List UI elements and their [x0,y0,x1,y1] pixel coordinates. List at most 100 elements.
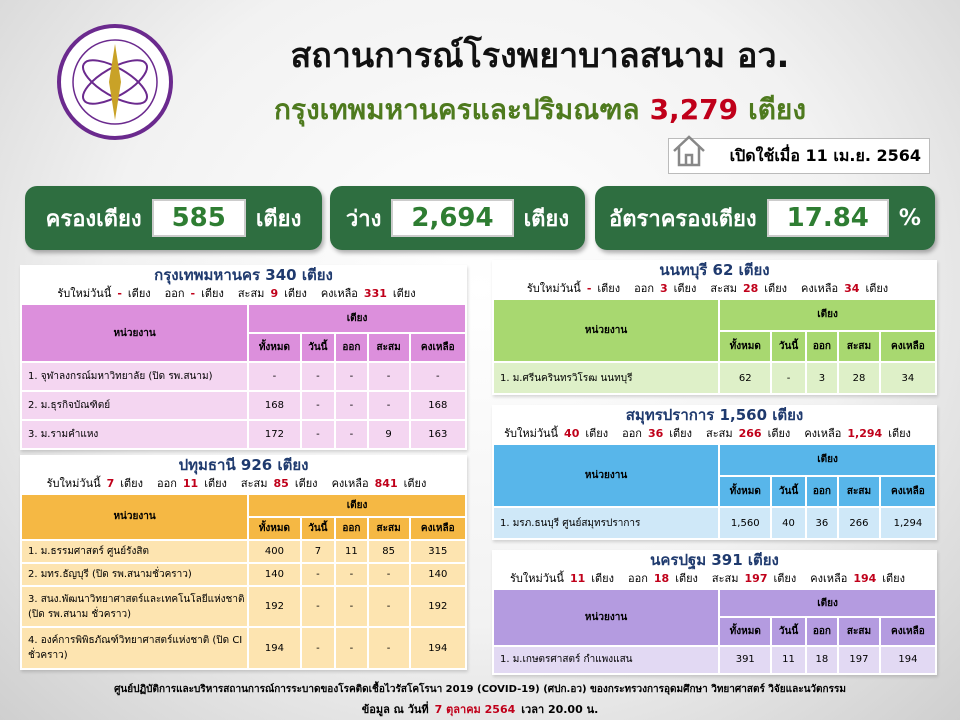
table-cell: 1. มรภ.ธนบุรี ศูนย์สมุทรปราการ [494,508,719,538]
stat-label: อัตราครองเตียง [609,206,757,232]
province-summary: รับใหม่วันนี้ 7 เตียง ออก 11 เตียง สะสม 85 เตียง… [20,475,467,493]
stat-value: 585 [151,199,246,237]
total-beds: 3,279 [649,93,739,126]
header-cell: ออก [806,618,838,645]
header-cell: สะสม [839,618,879,645]
data-row: 1. มรภ.ธนบุรี ศูนย์สมุทรปราการ 1,560 40 36 2… [494,508,935,538]
summary-unit: เตียง [591,572,614,585]
table-cell: 3. สนง.พัฒนาวิทยาศาสตร์และเทคโนโลยีแห่งช… [22,586,248,627]
table-cell: 391 [720,646,771,673]
summary-label: รับใหม่วันนี้ [57,287,112,300]
province-summary: รับใหม่วันนี้ 40 เตียง ออก 36 เตียง สะสม 266 เตี… [492,425,937,443]
header-cell: หน่วยงาน [494,445,719,507]
summary-unit: เตียง [127,287,151,300]
summary-label: ออก [164,287,185,300]
stat-box: ว่าง 2,694 เตียง [330,186,585,250]
header-cell: วันนี้ [772,331,805,362]
summary-value: - [586,282,592,295]
table-cell: 163 [410,421,465,448]
header-row: หน่วยงาน เตียง [494,445,935,507]
table-cell: 11 [336,540,367,562]
table-cell: - [368,363,409,390]
header-cell: ออก [806,476,838,507]
header-cell: วันนี้ [301,334,335,361]
table-cell: - [336,421,367,448]
table-cell: 85 [368,540,409,562]
table-cell: 1,294 [880,508,935,538]
summary-value: - [117,287,122,300]
header-cell: คงเหลือ [410,517,465,539]
summary-unit: เตียง [767,427,791,440]
summary-value: 36 [647,427,664,440]
summary-label: คงเหลือ [804,427,842,440]
subtitle: กรุงเทพมหานครและปริมณฑล 3,279 เตียง [190,88,890,132]
header-cell: วันนี้ [301,517,335,539]
summary-label: รับใหม่วันนี้ [509,572,564,585]
table-cell: - [336,563,367,585]
summary-value: - [190,287,196,300]
stat-unit: % [898,205,921,231]
table-cell: 3 [806,363,838,393]
header-cell: คงเหลือ [880,331,935,362]
province-table: หน่วยงาน เตียง ทั้งหมด วันนี้ ออก สะสม คงเหลือ… [492,588,937,675]
summary-label: ออก [628,572,648,585]
table-cell: - [410,363,465,390]
province-summary: รับใหม่วันนี้ 11 เตียง ออก 18 เตียง สะสม 197 เตี… [492,570,937,588]
province-table: หน่วยงาน เตียง ทั้งหมด วันนี้ ออก สะสม คงเหลือ… [492,298,937,395]
table-cell: - [301,586,335,627]
data-row: 1. ม.เกษตรศาสตร์ กำแพงแสน 391 11 18 197 194 [494,646,935,673]
table-cell: 1,560 [720,508,771,538]
summary-value: 331 [363,287,387,300]
province-panel: กรุงเทพมหานคร 340 เตียง รับใหม่วันนี้ - เตี… [20,265,467,450]
table-cell: - [301,421,335,448]
header-row: ทั้งหมด วันนี้ ออก สะสม คงเหลือ [22,517,465,539]
table-cell: - [772,363,805,393]
table-cell: 2. มทร.ธัญบุรี (ปิด รพ.สนามชั่วคราว) [22,563,248,585]
table-cell: - [301,563,335,585]
summary-label: คงเหลือ [801,282,839,295]
header-row: ทั้งหมด วันนี้ ออก สะสม คงเหลือ [22,334,465,361]
header-cell: ทั้งหมด [720,618,771,645]
header-cell: คงเหลือ [410,334,465,361]
table-cell: - [336,586,367,627]
unit: เตียง [748,93,806,126]
summary-label: สะสม [706,427,733,440]
province-summary: รับใหม่วันนี้ - เตียง ออก - เตียง สะสม 9 เตียง คง… [20,285,467,303]
header-cell: หน่วยงาน [22,305,248,361]
summary-value: 3 [660,282,668,295]
table-cell: 3. ม.รามคำแหง [22,421,248,448]
stat-box: ครองเตียง 585 เตียง [25,186,322,250]
summary-unit: เตียง [882,572,906,585]
header-cell: วันนี้ [772,618,805,645]
summary-label: สะสม [711,572,739,585]
summary-unit: เตียง [204,477,227,490]
header-cell: วันนี้ [772,476,805,507]
header-cell: หน่วยงาน [494,300,719,362]
summary-value: 28 [742,282,759,295]
table-cell: 400 [249,540,300,562]
province-table: หน่วยงาน เตียง ทั้งหมด วันนี้ ออก สะสม คงเหลือ… [20,303,467,450]
header-row: หน่วยงาน เตียง [494,300,935,362]
summary-value: 7 [106,477,115,490]
summary-label: คงเหลือ [331,477,369,490]
header-cell: คงเหลือ [880,476,935,507]
province-panel: สมุทรปราการ 1,560 เตียง รับใหม่วันนี้ 40 เต… [492,405,937,540]
summary-value: 266 [738,427,762,440]
summary-unit: เตียง [284,287,307,300]
header-cell: เตียง [720,445,935,475]
table-cell: 168 [249,392,300,419]
summary-value: 40 [564,427,580,440]
header-row: หน่วยงาน เตียง [494,590,935,645]
table-cell: 9 [368,421,409,448]
stat-value: 2,694 [391,199,514,237]
table-cell: 140 [410,563,465,585]
header-cell: เตียง [720,300,935,330]
table-cell: 1. จุฬาลงกรณ์มหาวิทยาลัย (ปิด รพ.สนาม) [22,363,248,390]
stat-box: อัตราครองเตียง 17.84% [595,186,935,250]
date-label: ข้อมูล ณ วันที่ [361,703,429,716]
table-cell: 192 [249,586,300,627]
summary-unit: เตียง [669,427,693,440]
table-cell: - [301,363,335,390]
table-cell: - [336,363,367,390]
